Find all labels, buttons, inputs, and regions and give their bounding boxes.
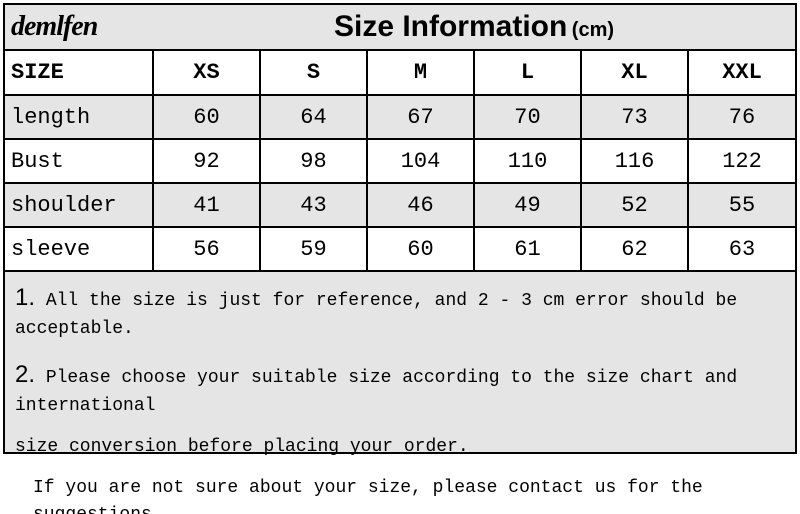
note-3: If you are not sure about your size, ple… [15,475,785,514]
note-number: 1. [15,284,35,311]
cell: 49 [474,183,581,227]
cell: 43 [260,183,367,227]
note-text: All the size is just for reference, and … [15,291,737,339]
row-label: sleeve [5,227,153,271]
cell: 61 [474,227,581,271]
table-row: Bust 92 98 104 110 116 122 [5,139,795,183]
title-main: Size Information [334,10,567,43]
row-label: length [5,95,153,139]
cell: 60 [153,95,260,139]
cell: 63 [688,227,795,271]
notes-section: 1. All the size is just for reference, a… [5,272,795,452]
cell: 56 [153,227,260,271]
cell: 76 [688,95,795,139]
cell: 64 [260,95,367,139]
cell: 41 [153,183,260,227]
cell: 122 [688,139,795,183]
col-header: S [260,51,367,95]
cell: 60 [367,227,474,271]
col-header: XS [153,51,260,95]
cell: 62 [581,227,688,271]
brand-logo: demlfen [5,11,153,43]
note-1: 1. All the size is just for reference, a… [15,280,785,343]
cell: 116 [581,139,688,183]
cell: 70 [474,95,581,139]
row-label: shoulder [5,183,153,227]
cell: 55 [688,183,795,227]
note-2b: size conversion before placing your orde… [15,434,785,461]
cell: 104 [367,139,474,183]
col-header: M [367,51,474,95]
title: Size Information (cm) [153,10,795,44]
cell: 59 [260,227,367,271]
size-chart-container: demlfen Size Information (cm) SIZE XS S … [3,3,797,454]
note-2a: 2. Please choose your suitable size acco… [15,357,785,420]
col-header: XL [581,51,688,95]
row-label: Bust [5,139,153,183]
size-table: SIZE XS S M L XL XXL length 60 64 67 70 … [5,51,795,272]
title-unit: (cm) [572,19,614,41]
col-header: XXL [688,51,795,95]
table-row: length 60 64 67 70 73 76 [5,95,795,139]
cell: 67 [367,95,474,139]
cell: 46 [367,183,474,227]
cell: 92 [153,139,260,183]
size-header-cell: SIZE [5,51,153,95]
note-number: 2. [15,361,35,388]
table-row: shoulder 41 43 46 49 52 55 [5,183,795,227]
note-text: Please choose your suitable size accordi… [15,368,737,416]
cell: 110 [474,139,581,183]
cell: 52 [581,183,688,227]
table-row: sleeve 56 59 60 61 62 63 [5,227,795,271]
cell: 73 [581,95,688,139]
col-header: L [474,51,581,95]
header-row: demlfen Size Information (cm) [5,5,795,51]
cell: 98 [260,139,367,183]
table-header-row: SIZE XS S M L XL XXL [5,51,795,95]
